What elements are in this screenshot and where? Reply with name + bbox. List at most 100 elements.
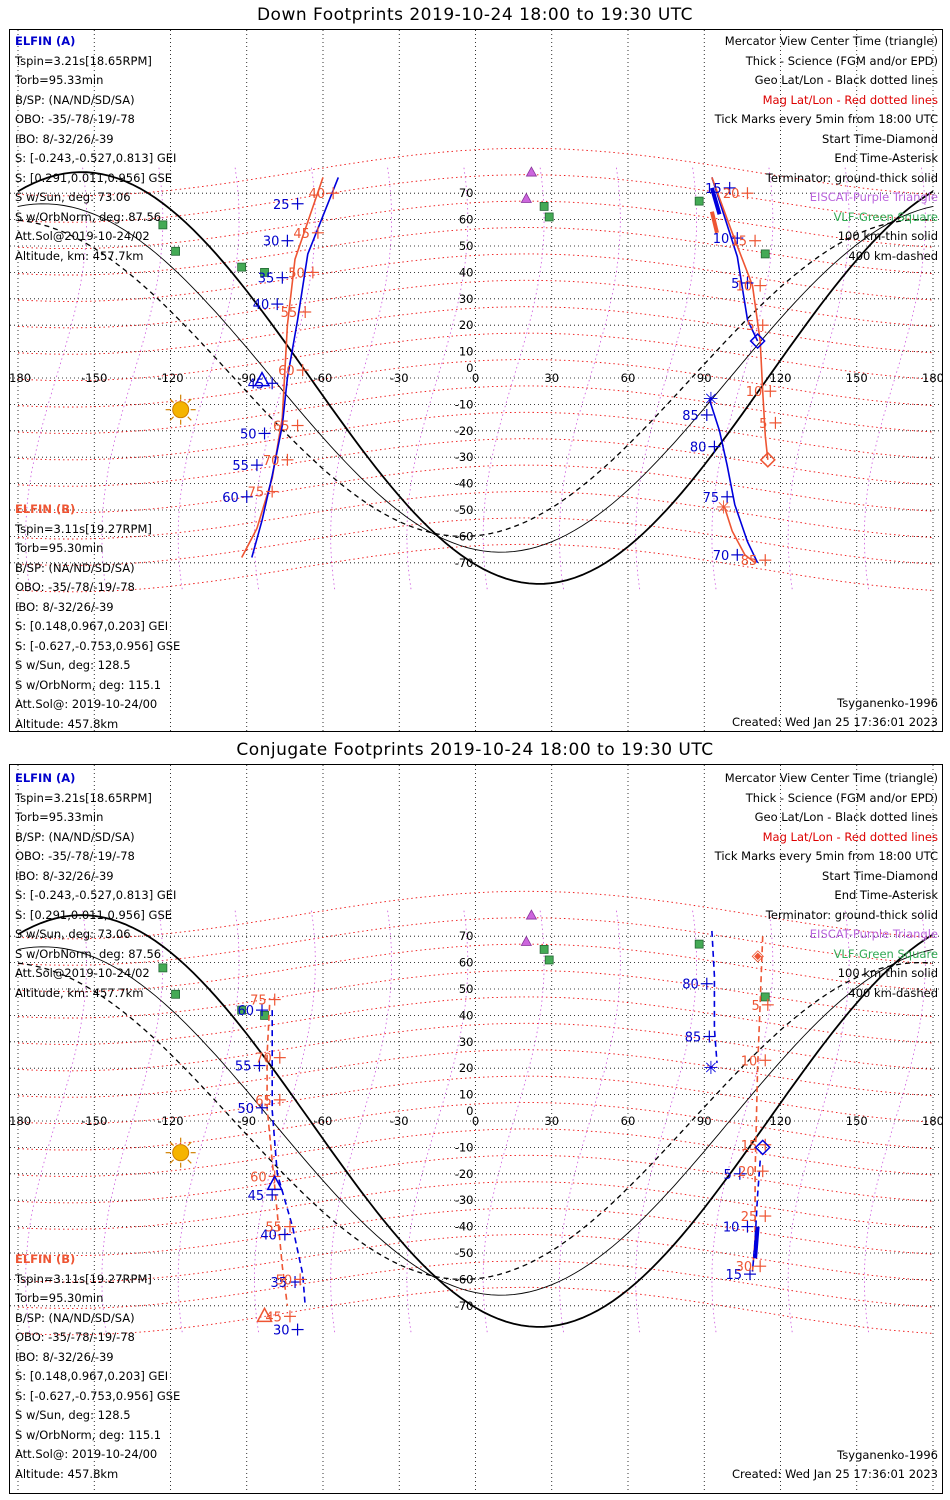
elfin-a-label: 75: [703, 491, 720, 506]
sat-b-name: ELFIN (B): [15, 502, 76, 516]
elfin-b-label: 65: [273, 420, 290, 435]
elfin-b-label: 30: [736, 1260, 753, 1275]
sat-a-line: OBO: -35/-78/-19/-78: [15, 112, 135, 126]
sun-icon: [172, 401, 190, 419]
end-asterisk-icon: ✳: [716, 497, 731, 518]
elfin-a-track: [711, 930, 718, 1063]
legend-item: Start Time-Diamond: [822, 131, 938, 146]
sat-b-line: Att.Sol@: 2019-10-24/00: [15, 697, 158, 711]
elfin-a-track: [708, 398, 759, 564]
lon-tick-label: -90: [237, 1114, 256, 1128]
mag-lat-line: [17, 279, 934, 329]
elfin-b-science-track: [709, 211, 719, 234]
vlf-square-icon: [171, 989, 180, 999]
lat-tick-label: -60: [455, 529, 474, 543]
center-time-triangle-icon: [266, 1174, 283, 1191]
lon-tick-label: -60: [314, 1114, 333, 1128]
lat-tick-label: -10: [455, 397, 474, 411]
elfin-a-label: 70: [713, 549, 730, 564]
lon-tick-label: -180: [10, 1114, 31, 1128]
lon-tick-label: -30: [390, 371, 409, 385]
sat-b-info: ELFIN (B) Tspin=3.11s[19.27RPM] Torb=95.…: [15, 500, 181, 731]
mag-lat-line: [17, 1207, 934, 1257]
lat-tick-label: 60: [459, 956, 474, 970]
elfin-b-label: 5: [746, 319, 754, 334]
end-asterisk-icon: ✳: [703, 389, 718, 410]
lon-tick-label: -150: [81, 1114, 107, 1128]
mag-lat-line: [17, 411, 934, 461]
elfin-b-track: [723, 507, 756, 564]
lat-tick-label: -70: [455, 1299, 474, 1313]
legend-item: 400 km-dashed: [848, 985, 938, 1000]
sat-a-line: S w/Sun, deg: 73.06: [15, 190, 131, 204]
sat-a-line: Torb=95.33min: [15, 810, 104, 824]
legend-item: Mercator View Center Time (triangle): [724, 771, 938, 785]
elfin-a-track: [711, 177, 759, 342]
lon-tick-label: 0: [472, 1114, 479, 1128]
elfin-b-track: [711, 177, 769, 460]
elfin-b-track: [266, 1004, 289, 1306]
map-canvas-conjugate: -180-150-120-90-60-300306090120150180706…: [10, 765, 942, 1493]
vlf-square-icon: [237, 262, 247, 272]
sat-a-line: S w/OrbNorm, deg: 87.56: [15, 946, 162, 961]
lon-tick-label: 60: [621, 1114, 636, 1128]
lat-tick-label: 20: [459, 1061, 474, 1075]
elfin-a-label: 45: [248, 1189, 265, 1204]
elfin-b-label: 75: [248, 486, 265, 501]
legend-item: Terminator: ground-thick solid: [765, 170, 938, 185]
legend-item: 100 km-thin solid: [837, 966, 938, 980]
lat-tick-label: 70: [459, 929, 474, 943]
elfin-b-label: 10: [736, 280, 753, 295]
sat-b-line: S: [-0.627,-0.753,0.956] GSE: [15, 638, 181, 653]
panel-title-conjugate: Conjugate Footprints 2019-10-24 18:00 to…: [236, 740, 714, 760]
elfin-b-label: 60: [250, 1170, 267, 1185]
vlf-square-icon: [158, 220, 168, 230]
lon-tick-label: 150: [846, 371, 868, 385]
eiscat-triangle-icon: [520, 935, 533, 946]
lon-tick-label: -90: [237, 371, 256, 385]
lat-tick-label: 40: [459, 1008, 474, 1022]
sun-ray: [169, 1141, 175, 1147]
lat-tick-label: 50: [459, 239, 474, 253]
elfin-b-label: 20: [738, 1165, 755, 1180]
lon-tick-label: 120: [770, 1114, 792, 1128]
elfin-b-label: 50: [276, 1273, 293, 1288]
sat-b-line: Altitude: 457.8km: [15, 716, 119, 731]
legend-item: End Time-Asterisk: [834, 888, 938, 902]
legend: Mercator View Center Time (triangle) Thi…: [715, 32, 938, 266]
sat-b-line: S w/OrbNorm, deg: 115.1: [15, 1427, 162, 1442]
sat-b-line: S w/Sun, deg: 128.5: [15, 658, 131, 672]
vlf-square-icon: [539, 201, 549, 211]
sat-a-line: Tspin=3.21s[18.65RPM]: [15, 790, 152, 805]
elfin-b-track: [751, 936, 764, 1272]
lat-tick-label: -20: [455, 424, 474, 438]
lon-tick-label: -60: [314, 371, 333, 385]
legend-item: VLF-Green Square: [833, 209, 938, 224]
elfin-b-label: 55: [265, 1221, 282, 1236]
mag-lat-line: [17, 1154, 934, 1204]
sun-ray: [187, 1159, 192, 1164]
lat-tick-label: 30: [459, 1035, 474, 1049]
sat-a-info: ELFIN (A) Tspin=3.21s[18.65RPM] Torb=95.…: [15, 32, 176, 266]
elfin-a-label: 35: [270, 1276, 287, 1291]
sat-a-line: OBO: -35/-78/-19/-78: [15, 849, 135, 863]
vlf-square-icon: [171, 246, 180, 256]
lon-tick-label: 90: [697, 1114, 712, 1128]
legend-item: Tick Marks every 5min from 18:00 UTC: [714, 849, 938, 863]
start-diamond-icon: ◈: [752, 946, 765, 965]
terminator-100km: [17, 203, 934, 553]
elfin-b-label: 20: [723, 187, 740, 202]
lon-tick-label: 90: [697, 371, 712, 385]
sat-a-line: B/SP: (NA/ND/SD/SA): [15, 829, 135, 844]
legend-item: Mercator View Center Time (triangle): [724, 34, 938, 48]
lat-tick-label: -40: [455, 1220, 474, 1234]
sat-b-line: Att.Sol@: 2019-10-24/00: [15, 1447, 158, 1461]
terminator-ground: [17, 171, 934, 585]
sat-b-info: ELFIN (B) Tspin=3.11s[19.27RPM] Torb=95.…: [15, 1250, 180, 1484]
elfin-a-science-track: [709, 187, 722, 215]
sun-ray: [187, 416, 192, 421]
lat-tick-label: 0: [466, 361, 473, 375]
model-label: Tsyganenko-1996: [837, 1448, 938, 1462]
sat-a-line: S: [-0.243,-0.527,0.813] GEI: [15, 888, 177, 902]
sun-icon: [172, 1144, 190, 1162]
